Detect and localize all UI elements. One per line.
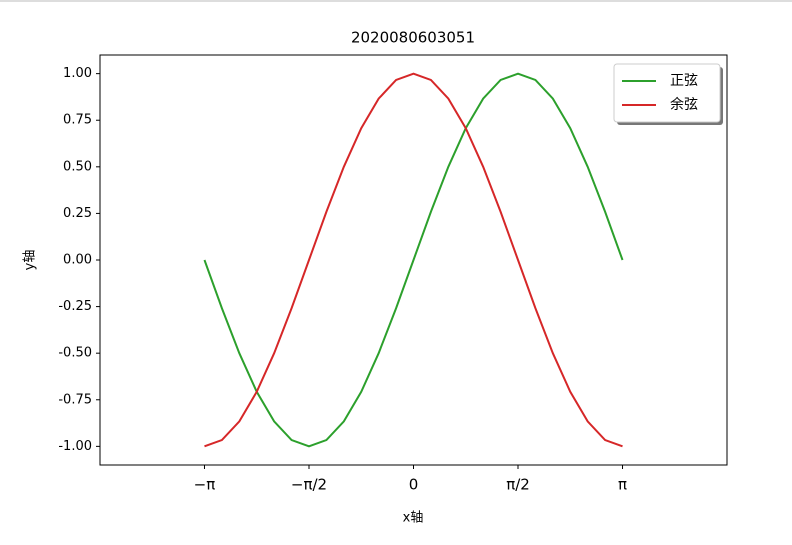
x-tick-label: −π/2 [291, 476, 327, 494]
y-tick-label: -1.00 [58, 439, 92, 454]
plot-frame [99, 54, 728, 466]
y-tick-label: -0.50 [58, 346, 92, 361]
x-tick-label: π [618, 476, 627, 494]
line-series [203, 72, 624, 448]
x-tick-label: π/2 [506, 476, 530, 494]
y-tick-label: 0.50 [63, 159, 92, 174]
legend-box [613, 63, 721, 123]
y-tick-label: 0.00 [63, 253, 92, 268]
y-tick-label: -0.75 [58, 392, 92, 407]
y-tick-label: 1.00 [63, 66, 92, 81]
x-tick-label: 0 [409, 476, 419, 494]
y-tick-label: 0.25 [63, 206, 92, 221]
x-tick-label: −π [194, 476, 216, 494]
legend-label: 余弦 [670, 96, 698, 113]
chart-title: 2020080603051 [351, 29, 475, 47]
x-axis-label: x轴 [403, 511, 424, 526]
y-axis-label: y轴 [23, 250, 38, 271]
y-tick-label: -0.25 [58, 299, 92, 314]
line-series [204, 72, 623, 448]
y-tick-label: 0.75 [63, 113, 92, 128]
legend-label: 正弦 [670, 73, 698, 89]
